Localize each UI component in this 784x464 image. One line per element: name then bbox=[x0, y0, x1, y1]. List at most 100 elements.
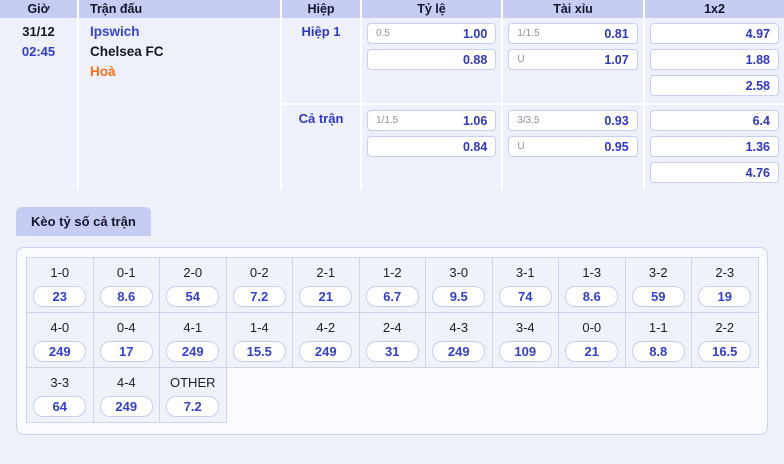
header-match: Trận đấu bbox=[77, 0, 280, 18]
header-handicap: Tỷ lệ bbox=[360, 0, 501, 18]
score-odds-button[interactable]: 15.5 bbox=[232, 341, 286, 362]
1x2-odds-button[interactable]: 1.88 bbox=[649, 49, 779, 70]
period-row: Cả trận 1/1.5 1.06 0.84 3/3.5 0.93 U 0.95 6.4 1.3… bbox=[280, 103, 784, 190]
score-label: 0-1 bbox=[116, 265, 136, 280]
score-label: 4-2 bbox=[316, 320, 336, 335]
score-label: 2-1 bbox=[316, 265, 336, 280]
odds-value: 4.76 bbox=[745, 165, 770, 180]
score-odds-button[interactable]: 54 bbox=[166, 286, 220, 307]
handicap-odds-button[interactable]: 1/1.5 1.06 bbox=[367, 110, 497, 131]
score-odds-button[interactable]: 249 bbox=[299, 341, 353, 362]
score-cell: 3-2 59 bbox=[624, 257, 692, 313]
score-label: 1-1 bbox=[648, 320, 668, 335]
over-under-odds-button[interactable]: 1/1.5 0.81 bbox=[508, 23, 638, 44]
1x2-odds-button[interactable]: 2.58 bbox=[649, 75, 779, 96]
score-cell: 2-2 16.5 bbox=[691, 312, 759, 368]
score-grid-row: 1-0 23 0-1 8.6 2-0 54 0-2 7.2 2-1 21 1-2 6.7 3-0 9.5 3… bbox=[26, 257, 759, 313]
score-grid: 1-0 23 0-1 8.6 2-0 54 0-2 7.2 2-1 21 1-2 6.7 3-0 9.5 3… bbox=[26, 257, 759, 423]
score-odds-button[interactable]: 249 bbox=[432, 341, 486, 362]
odds-value: 6.4 bbox=[752, 113, 770, 128]
score-odds-button[interactable]: 249 bbox=[166, 341, 220, 362]
score-odds-button[interactable]: 21 bbox=[299, 286, 353, 307]
over-under-odds-button[interactable]: 3/3.5 0.93 bbox=[508, 110, 638, 131]
odds-table: Giờ Trận đấu Hiệp Tỷ lệ Tài xỉu 1x2 31/1… bbox=[0, 0, 784, 190]
handicap-column: 0.5 1.00 0.88 bbox=[360, 18, 501, 103]
score-odds-button[interactable]: 59 bbox=[631, 286, 685, 307]
one-x-two-column: 6.4 1.36 4.76 bbox=[642, 105, 784, 190]
score-cell: 0-1 8.6 bbox=[92, 257, 160, 313]
1x2-odds-button[interactable]: 6.4 bbox=[649, 110, 779, 131]
score-odds-button[interactable]: 7.2 bbox=[166, 396, 220, 417]
kickoff-time: 02:45 bbox=[21, 44, 56, 59]
1x2-odds-button[interactable]: 1.36 bbox=[649, 136, 779, 157]
score-label: 4-0 bbox=[50, 320, 70, 335]
score-cell: 1-3 8.6 bbox=[558, 257, 626, 313]
handicap-odds-button[interactable]: 0.88 bbox=[367, 49, 497, 70]
score-odds-button[interactable]: 19 bbox=[698, 286, 752, 307]
1x2-odds-button[interactable]: 4.76 bbox=[649, 162, 779, 183]
score-odds-button[interactable]: 17 bbox=[99, 341, 153, 362]
period-cell: Hiệp 1 bbox=[280, 18, 360, 103]
score-odds-button[interactable]: 249 bbox=[99, 396, 153, 417]
score-odds-button[interactable]: 6.7 bbox=[365, 286, 419, 307]
score-label: 4-3 bbox=[449, 320, 469, 335]
time-cell: 31/12 02:45 bbox=[0, 18, 77, 190]
1x2-odds-button[interactable]: 4.97 bbox=[649, 23, 779, 44]
score-odds-button[interactable]: 23 bbox=[33, 286, 87, 307]
score-cell: 2-1 21 bbox=[292, 257, 360, 313]
score-cell: 4-2 249 bbox=[292, 312, 360, 368]
score-odds-button[interactable]: 8.6 bbox=[565, 286, 619, 307]
odds-value: 0.81 bbox=[604, 26, 629, 41]
home-team-link[interactable]: Ipswich bbox=[90, 24, 140, 39]
score-odds-button[interactable]: 31 bbox=[365, 341, 419, 362]
score-odds-button[interactable]: 74 bbox=[498, 286, 552, 307]
odds-table-header: Giờ Trận đấu Hiệp Tỷ lệ Tài xỉu 1x2 bbox=[0, 0, 784, 18]
score-cell: 3-4 109 bbox=[491, 312, 559, 368]
period-row: Hiệp 1 0.5 1.00 0.88 1/1.5 0.81 U 1.07 4.97 1.88 2… bbox=[280, 18, 784, 103]
draw-label: Hoà bbox=[90, 64, 116, 79]
score-label: 3-2 bbox=[648, 265, 668, 280]
odds-value: 0.84 bbox=[462, 139, 488, 154]
periods: Hiệp 1 0.5 1.00 0.88 1/1.5 0.81 U 1.07 4.97 1.88 2… bbox=[280, 18, 784, 190]
score-odds-button[interactable]: 21 bbox=[565, 341, 619, 362]
score-cell: 3-0 9.5 bbox=[425, 257, 493, 313]
score-odds-button[interactable]: 109 bbox=[498, 341, 552, 362]
odds-value: 0.93 bbox=[604, 113, 629, 128]
score-cell: 4-4 249 bbox=[92, 367, 160, 423]
score-odds-button[interactable]: 16.5 bbox=[698, 341, 752, 362]
score-odds-button[interactable]: 9.5 bbox=[432, 286, 486, 307]
away-team-link[interactable]: Chelsea FC bbox=[90, 44, 164, 59]
score-label: 2-3 bbox=[715, 265, 735, 280]
score-cell: 2-3 19 bbox=[691, 257, 759, 313]
odds-line-label: 1/1.5 bbox=[517, 28, 540, 39]
score-label: 3-3 bbox=[50, 375, 70, 390]
score-cell: OTHER 7.2 bbox=[159, 367, 227, 423]
odds-line-label: 1/1.5 bbox=[376, 115, 399, 126]
odds-value: 0.95 bbox=[604, 139, 629, 154]
score-cell: 2-4 31 bbox=[358, 312, 426, 368]
handicap-odds-button[interactable]: 0.84 bbox=[367, 136, 497, 157]
tab-correct-score[interactable]: Kèo tỷ số cả trận bbox=[16, 207, 151, 236]
odds-table-body: 31/12 02:45 Ipswich Chelsea FC Hoà Hiệp … bbox=[0, 18, 784, 190]
score-odds-button[interactable]: 64 bbox=[33, 396, 87, 417]
score-label: 2-0 bbox=[183, 265, 203, 280]
odds-line-label: 3/3.5 bbox=[517, 115, 540, 126]
score-odds-button[interactable]: 7.2 bbox=[232, 286, 286, 307]
odds-value: 1.36 bbox=[745, 139, 770, 154]
odds-value: 1.06 bbox=[462, 113, 488, 128]
score-label: 1-0 bbox=[50, 265, 70, 280]
score-label: OTHER bbox=[170, 375, 216, 390]
score-cell: 1-0 23 bbox=[26, 257, 94, 313]
score-odds-button[interactable]: 8.8 bbox=[631, 341, 685, 362]
over-under-odds-button[interactable]: U 0.95 bbox=[508, 136, 638, 157]
score-odds-button[interactable]: 8.6 bbox=[99, 286, 153, 307]
over-under-odds-button[interactable]: U 1.07 bbox=[508, 49, 638, 70]
handicap-odds-button[interactable]: 0.5 1.00 bbox=[367, 23, 497, 44]
header-over-under: Tài xỉu bbox=[501, 0, 643, 18]
score-label: 4-4 bbox=[116, 375, 136, 390]
score-odds-button[interactable]: 249 bbox=[33, 341, 87, 362]
score-label: 0-0 bbox=[582, 320, 602, 335]
over-under-column: 3/3.5 0.93 U 0.95 bbox=[501, 105, 642, 190]
one-x-two-column: 4.97 1.88 2.58 bbox=[642, 18, 784, 103]
score-cell: 0-4 17 bbox=[92, 312, 160, 368]
